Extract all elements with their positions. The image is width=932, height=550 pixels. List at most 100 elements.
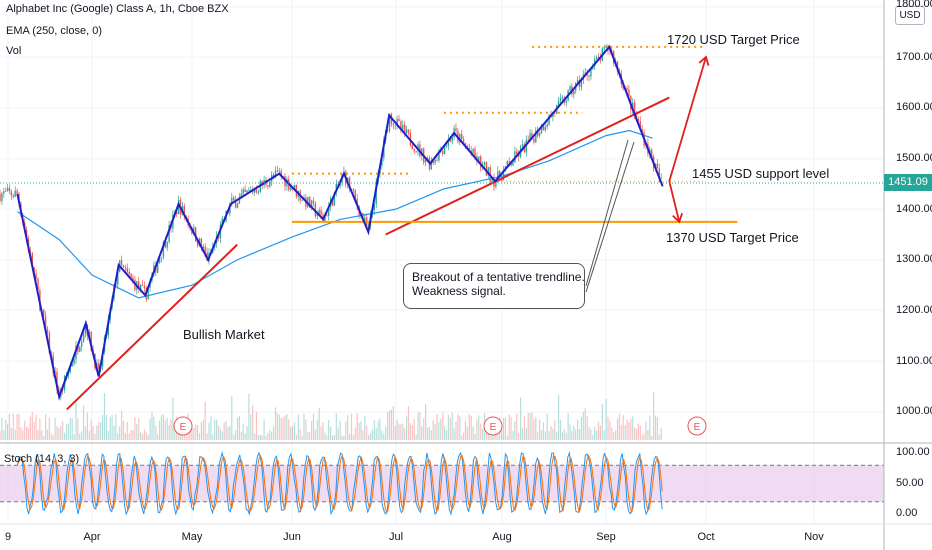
volume-bar bbox=[299, 429, 301, 440]
candle-body bbox=[81, 341, 83, 347]
volume-bar bbox=[71, 418, 73, 440]
volume-bar bbox=[83, 405, 85, 440]
volume-bar bbox=[153, 416, 155, 440]
volume-bar bbox=[217, 425, 220, 440]
candle-body bbox=[14, 190, 16, 197]
volume-bar bbox=[330, 427, 332, 440]
volume-bar bbox=[413, 419, 415, 440]
volume-bar bbox=[318, 407, 320, 440]
bullish-market-label: Bullish Market bbox=[183, 327, 265, 342]
candle-body bbox=[128, 271, 130, 275]
y-tick-label: 1300.00 bbox=[896, 253, 932, 265]
candle-body bbox=[84, 325, 87, 334]
candle-body bbox=[8, 187, 11, 192]
earnings-marker-label: E bbox=[180, 422, 187, 433]
volume-bar bbox=[594, 426, 596, 440]
candle-body bbox=[651, 149, 653, 157]
volume-bar bbox=[577, 419, 579, 440]
ema-legend: EMA (250, close, 0) bbox=[6, 25, 102, 37]
volume-bar bbox=[404, 428, 406, 440]
volume-bar bbox=[347, 415, 349, 440]
volume-bar bbox=[563, 429, 565, 440]
candle-body bbox=[538, 132, 541, 136]
volume-bar bbox=[508, 414, 510, 440]
volume-bar bbox=[195, 424, 197, 440]
x-tick-label: Oct bbox=[697, 531, 715, 543]
volume-bar bbox=[453, 428, 455, 440]
volume-bar bbox=[52, 435, 54, 440]
stoch-tick-label: 50.00 bbox=[896, 477, 924, 489]
candle-body bbox=[537, 130, 539, 136]
volume-bar bbox=[335, 413, 337, 440]
candle-body bbox=[483, 162, 486, 165]
volume-bar bbox=[599, 425, 601, 440]
volume-bar bbox=[647, 429, 649, 440]
candle-body bbox=[588, 75, 590, 77]
candle-body bbox=[348, 177, 351, 190]
y-tick-label: 1500.00 bbox=[896, 152, 932, 164]
volume-bar bbox=[103, 393, 106, 440]
candle-body bbox=[166, 241, 168, 248]
volume-bar bbox=[605, 399, 607, 440]
volume-bar bbox=[349, 433, 351, 440]
candle-body bbox=[90, 331, 92, 351]
candle-body bbox=[442, 150, 444, 155]
volume-bar bbox=[371, 429, 373, 440]
volume-bar bbox=[20, 427, 22, 440]
volume-bar bbox=[537, 432, 539, 440]
candle-body bbox=[352, 189, 355, 191]
volume-bar bbox=[523, 415, 525, 440]
volume-bar bbox=[320, 426, 322, 440]
support-label: 1455 USD support level bbox=[692, 166, 830, 181]
volume-bar bbox=[489, 435, 491, 440]
candle-body bbox=[472, 148, 474, 154]
candle-body bbox=[257, 191, 260, 193]
volume-bar bbox=[136, 423, 138, 440]
volume-bar bbox=[510, 416, 512, 440]
volume-bar bbox=[216, 419, 218, 440]
candle-body bbox=[234, 200, 237, 208]
candle-body bbox=[424, 159, 427, 163]
candle-body bbox=[44, 315, 47, 329]
y-tick-label: 1100.00 bbox=[896, 355, 932, 367]
volume-bar bbox=[521, 428, 524, 440]
volume-bar bbox=[635, 429, 638, 440]
volume-bar bbox=[343, 435, 345, 440]
volume-bar bbox=[421, 426, 423, 440]
volume-bar bbox=[622, 415, 624, 440]
volume-bar bbox=[466, 427, 468, 440]
volume-bar bbox=[113, 425, 115, 440]
candle-body bbox=[314, 203, 317, 217]
volume-bar bbox=[140, 432, 142, 440]
volume-bar bbox=[26, 426, 28, 440]
volume-bar bbox=[444, 425, 446, 440]
volume-bar bbox=[200, 422, 202, 440]
volume-bar bbox=[10, 428, 12, 440]
candle-body bbox=[637, 118, 640, 122]
volume-bar bbox=[533, 419, 535, 440]
candle-body bbox=[580, 79, 583, 87]
candle-body bbox=[548, 114, 550, 125]
candle-body bbox=[518, 153, 520, 157]
candle-body bbox=[276, 170, 279, 172]
volume-bar bbox=[415, 434, 417, 440]
candle-body bbox=[599, 57, 602, 61]
stoch-tick-label: 100.00 bbox=[896, 446, 930, 458]
candle-body bbox=[546, 124, 548, 127]
candle-body bbox=[73, 359, 75, 364]
candle-body bbox=[324, 215, 326, 222]
candle-body bbox=[331, 198, 334, 206]
stoch-k-line bbox=[16, 451, 663, 516]
candle-body bbox=[0, 193, 1, 202]
volume-bar bbox=[651, 435, 653, 440]
projection-arrow-up bbox=[668, 56, 707, 182]
candle-body bbox=[56, 371, 58, 390]
candle-body bbox=[438, 151, 440, 161]
currency-button[interactable]: USD bbox=[895, 6, 925, 25]
volume-bar bbox=[22, 430, 24, 440]
candle-body bbox=[318, 210, 320, 215]
candle-body bbox=[561, 97, 564, 99]
ema-line bbox=[17, 129, 653, 299]
volume-bar bbox=[556, 431, 558, 440]
candle-body bbox=[335, 183, 337, 193]
